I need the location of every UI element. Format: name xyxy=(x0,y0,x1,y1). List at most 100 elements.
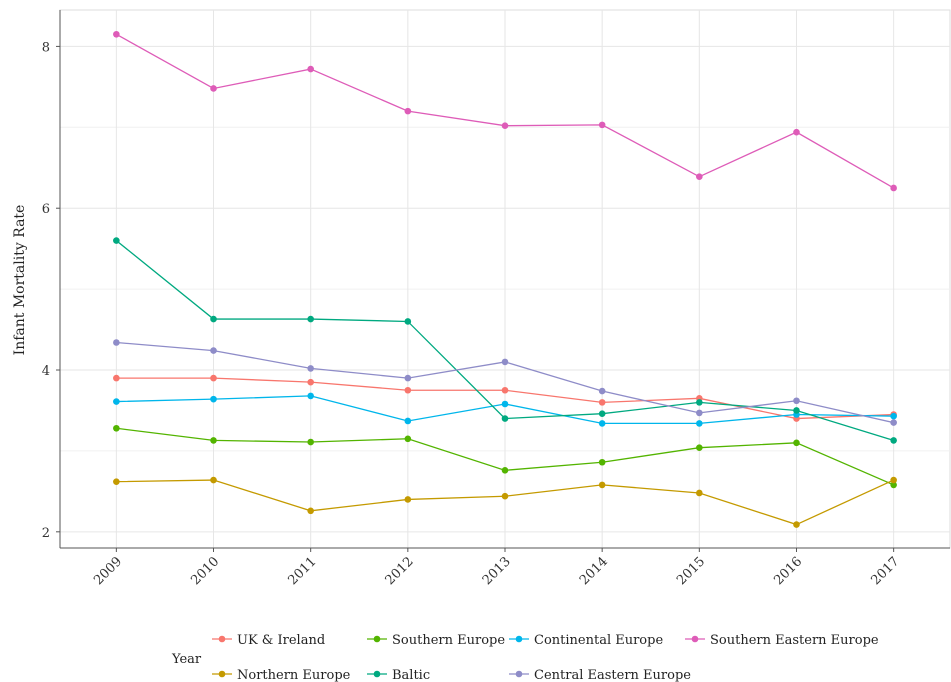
data-point xyxy=(307,507,314,515)
legend-key-point xyxy=(691,635,699,643)
data-point xyxy=(598,387,606,395)
data-point xyxy=(890,184,897,192)
data-point xyxy=(113,374,120,382)
x-tick-label: 2015 xyxy=(674,554,708,588)
legend-key-point xyxy=(218,635,226,643)
series-layer xyxy=(113,30,897,528)
legend: Year UK & Ireland Southern Europe Continen… xyxy=(171,633,879,682)
data-point xyxy=(598,399,606,406)
legend-item: Baltic xyxy=(367,668,430,682)
data-point xyxy=(307,65,314,73)
data-point xyxy=(890,412,897,420)
data-point xyxy=(501,400,509,408)
data-point xyxy=(501,415,509,422)
data-point xyxy=(307,392,314,400)
legend-key-point xyxy=(515,670,523,678)
data-point xyxy=(210,347,217,354)
x-tick-label: 2010 xyxy=(188,554,222,588)
x-tick-label: 2017 xyxy=(868,554,902,588)
data-point xyxy=(696,489,703,497)
y-tick-label: 6 xyxy=(42,202,50,217)
data-point xyxy=(696,444,703,451)
x-tick-label: 2012 xyxy=(383,554,417,588)
data-point xyxy=(404,374,412,382)
data-point xyxy=(501,386,509,394)
series-1 xyxy=(113,424,897,489)
data-point xyxy=(598,121,606,129)
legend-item: Central Eastern Europe xyxy=(509,668,691,682)
legend-key-point xyxy=(373,670,381,678)
legend-item: UK & Ireland xyxy=(212,633,325,648)
data-point xyxy=(598,410,606,418)
series-5 xyxy=(113,237,897,444)
legend-label: UK & Ireland xyxy=(237,633,325,648)
grid xyxy=(59,9,951,549)
x-tick-label: 2016 xyxy=(771,554,805,588)
data-point xyxy=(404,496,412,503)
y-tick-label: 2 xyxy=(42,526,50,541)
data-point xyxy=(793,439,800,447)
data-point xyxy=(404,417,412,425)
data-point xyxy=(598,481,606,489)
legend-label: Continental Europe xyxy=(534,633,663,648)
y-axis-title: Infant Mortality Rate xyxy=(12,205,28,356)
data-point xyxy=(501,467,509,474)
legend-item: Southern Eastern Europe xyxy=(685,633,879,648)
data-point xyxy=(113,339,120,346)
axes: 2 4 6 8 2009 2010 2011 2012 2013 2014 2015 2016 2017 xyxy=(42,10,950,588)
data-point xyxy=(113,478,120,485)
data-point xyxy=(113,398,120,405)
data-point xyxy=(210,315,217,323)
x-tick-label: 2009 xyxy=(91,554,125,588)
x-tick-label: 2014 xyxy=(577,554,611,588)
data-point xyxy=(696,173,703,180)
legend-label: Baltic xyxy=(392,668,430,682)
data-point xyxy=(404,107,412,115)
data-point xyxy=(793,407,800,414)
data-point xyxy=(210,85,217,92)
data-point xyxy=(501,358,509,366)
data-point xyxy=(890,476,897,484)
data-point xyxy=(210,395,217,403)
data-point xyxy=(307,378,314,386)
data-point xyxy=(404,386,412,394)
legend-label: Southern Europe xyxy=(392,633,505,648)
data-point xyxy=(598,458,606,466)
legend-key-point xyxy=(373,635,381,643)
legend-label: Southern Eastern Europe xyxy=(710,633,879,648)
legend-item: Continental Europe xyxy=(509,633,663,648)
data-point xyxy=(210,437,217,444)
data-point xyxy=(113,30,120,38)
legend-title: Year xyxy=(171,652,202,667)
data-point xyxy=(307,438,314,446)
data-point xyxy=(890,419,897,426)
series-3 xyxy=(113,30,897,192)
data-point xyxy=(793,521,800,528)
y-tick-label: 4 xyxy=(42,364,50,379)
data-point xyxy=(113,237,120,244)
data-point xyxy=(501,492,509,500)
data-point xyxy=(210,476,217,484)
legend-label: Northern Europe xyxy=(237,668,351,682)
data-point xyxy=(793,128,800,136)
legend-label: Central Eastern Europe xyxy=(534,668,691,682)
y-tick-label: 8 xyxy=(42,40,50,55)
data-point xyxy=(696,409,703,417)
data-point xyxy=(113,424,120,432)
data-point xyxy=(890,437,897,444)
legend-key-point xyxy=(515,635,523,643)
legend-key-point xyxy=(218,670,226,678)
data-point xyxy=(890,481,897,489)
legend-item: Southern Europe xyxy=(367,633,505,648)
data-point xyxy=(696,399,703,406)
legend-item: Northern Europe xyxy=(212,668,351,682)
data-point xyxy=(307,365,314,372)
x-tick-label: 2011 xyxy=(285,554,319,588)
data-point xyxy=(307,315,314,323)
series-6 xyxy=(113,339,897,426)
x-tick-label: 2013 xyxy=(480,554,514,588)
data-point xyxy=(598,420,606,427)
data-point xyxy=(404,435,412,443)
data-point xyxy=(793,397,800,405)
